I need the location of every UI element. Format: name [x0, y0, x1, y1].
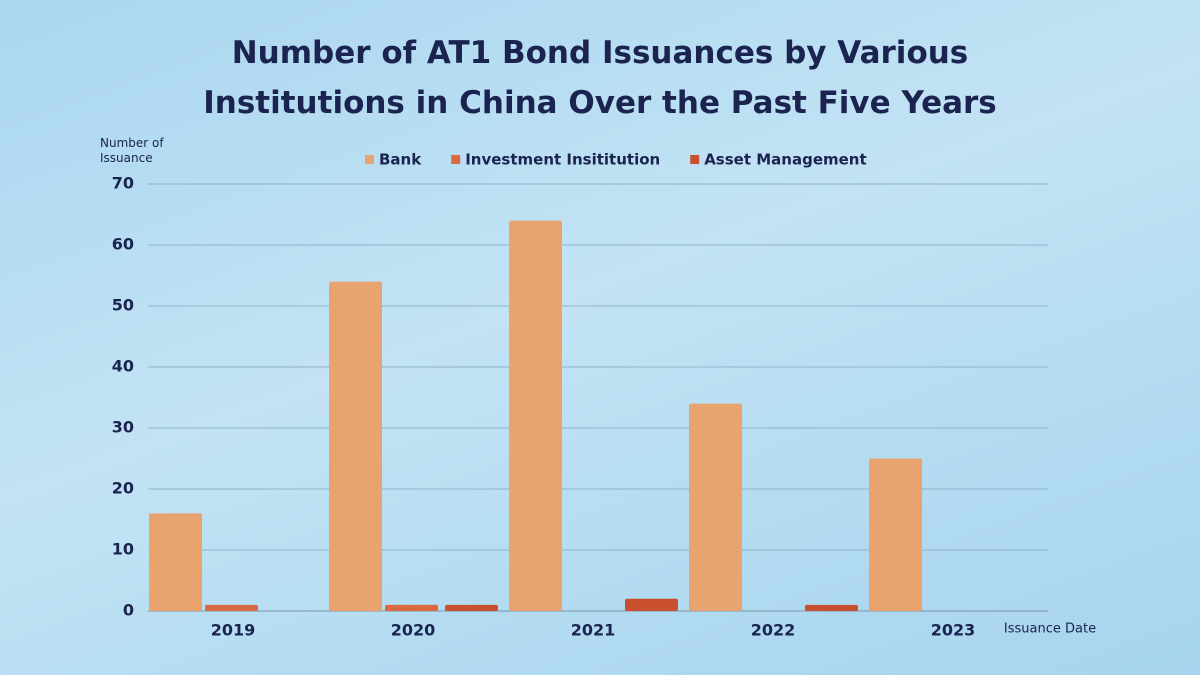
y-tick-label: 30	[112, 418, 134, 437]
legend-label: Investment Insititution	[465, 151, 660, 169]
bar	[805, 604, 858, 611]
legend-swatch	[365, 155, 374, 164]
bar	[205, 604, 258, 611]
x-tick-label: 2022	[751, 621, 796, 640]
x-tick-label: 2020	[391, 621, 436, 640]
bar	[509, 220, 562, 611]
x-tick-label: 2023	[931, 621, 976, 640]
chart-title: Number of AT1 Bond Issuances by Various …	[203, 35, 997, 121]
bar	[329, 281, 382, 611]
y-tick-label: 20	[112, 479, 134, 498]
bar	[385, 604, 438, 611]
y-tick-label: 60	[112, 235, 134, 254]
bar	[869, 458, 922, 611]
y-tick-label: 0	[123, 601, 134, 620]
bar	[445, 604, 498, 611]
y-tick-label: 70	[112, 174, 134, 193]
x-tick-label: 2021	[571, 621, 616, 640]
legend-label: Asset Management	[704, 151, 866, 169]
bar	[149, 513, 202, 611]
x-tick-label: 2019	[211, 621, 256, 640]
y-axis-title: Number of Issuance	[100, 136, 164, 165]
legend-swatch	[451, 155, 461, 164]
bar	[689, 403, 742, 611]
y-tick-label: 10	[112, 540, 134, 559]
bar	[625, 598, 678, 611]
y-tick-label: 40	[112, 357, 134, 376]
x-axis-title: Issuance Date	[1004, 622, 1096, 637]
legend-label: Bank	[379, 151, 422, 169]
y-tick-label: 50	[112, 296, 134, 315]
legend-swatch	[690, 155, 700, 164]
